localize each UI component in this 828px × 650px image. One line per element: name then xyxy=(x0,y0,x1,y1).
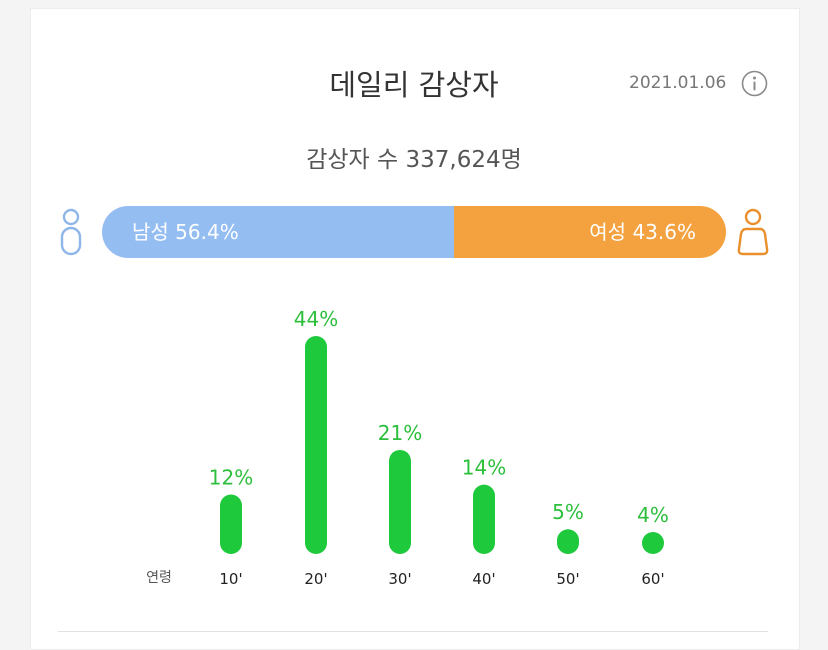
divider xyxy=(58,631,768,632)
bar-value-label: 4% xyxy=(637,503,669,527)
age-tick-label: 20' xyxy=(304,570,327,588)
info-circle-icon[interactable] xyxy=(741,70,768,97)
page-title: 데일리 감상자 xyxy=(329,68,499,102)
female-person-icon xyxy=(737,208,769,256)
total-listeners: 감상자 수 337,624명 xyxy=(306,147,522,173)
age-tick-label: 10' xyxy=(219,570,242,588)
daily-listeners-card xyxy=(30,8,800,650)
bar-value-label: 44% xyxy=(294,307,338,331)
age-tick-label: 50' xyxy=(556,570,579,588)
bar-value-label: 14% xyxy=(462,456,506,480)
bar-value-label: 12% xyxy=(209,466,253,490)
age-bar xyxy=(305,336,327,554)
age-bar xyxy=(473,484,495,554)
male-person-icon xyxy=(60,208,82,256)
x-axis-label: 연령 xyxy=(146,570,172,586)
age-bar xyxy=(642,532,664,554)
age-tick-label: 60' xyxy=(641,570,664,588)
bar-value-label: 21% xyxy=(378,421,422,445)
date-label: 2021.01.06 xyxy=(629,73,727,93)
female-ratio-label: 여성 43.6% xyxy=(589,220,696,244)
female-segment: 여성 43.6% xyxy=(453,206,726,258)
age-distribution-chart: 12% 10' 44% 20' 21% 30' 14% 40' 5% 50' 4% 60' 연령 xyxy=(146,307,669,588)
male-ratio-label: 남성 56.4% xyxy=(132,220,239,244)
male-segment: 남성 56.4% xyxy=(102,206,454,258)
age-bar xyxy=(557,529,579,554)
age-bar xyxy=(389,449,411,554)
gender-ratio-bar: 남성 56.4% 여성 43.6% xyxy=(102,206,726,258)
bar-value-label: 5% xyxy=(552,500,584,524)
age-tick-label: 30' xyxy=(388,570,411,588)
age-tick-label: 40' xyxy=(472,570,495,588)
age-bar xyxy=(220,494,242,554)
